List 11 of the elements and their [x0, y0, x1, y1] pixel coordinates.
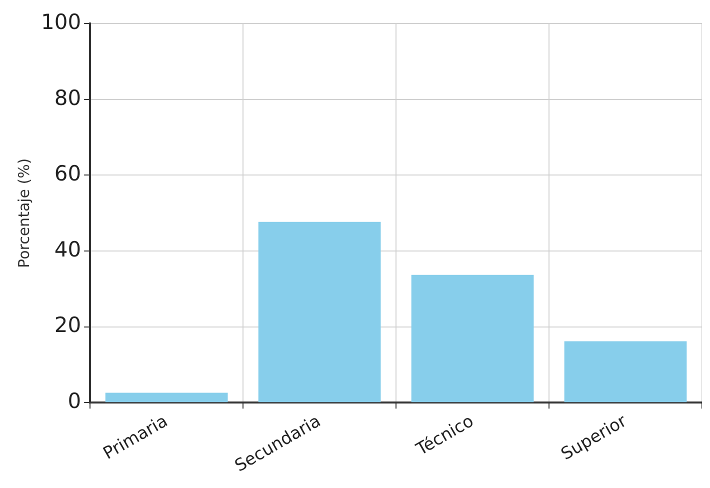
y-tick-label: 20 — [54, 313, 82, 338]
y-tick-label: 60 — [54, 162, 82, 186]
y-tick-label: 0 — [68, 389, 82, 414]
bar — [411, 274, 534, 402]
bar — [258, 222, 381, 402]
y-tick-label: 40 — [54, 237, 82, 262]
bar — [105, 392, 228, 402]
y-tick-label: 100 — [40, 10, 82, 34]
y-tick-label: 80 — [54, 86, 82, 110]
bar — [564, 341, 687, 402]
y-axis-title: Porcentaje (%) — [14, 158, 33, 268]
